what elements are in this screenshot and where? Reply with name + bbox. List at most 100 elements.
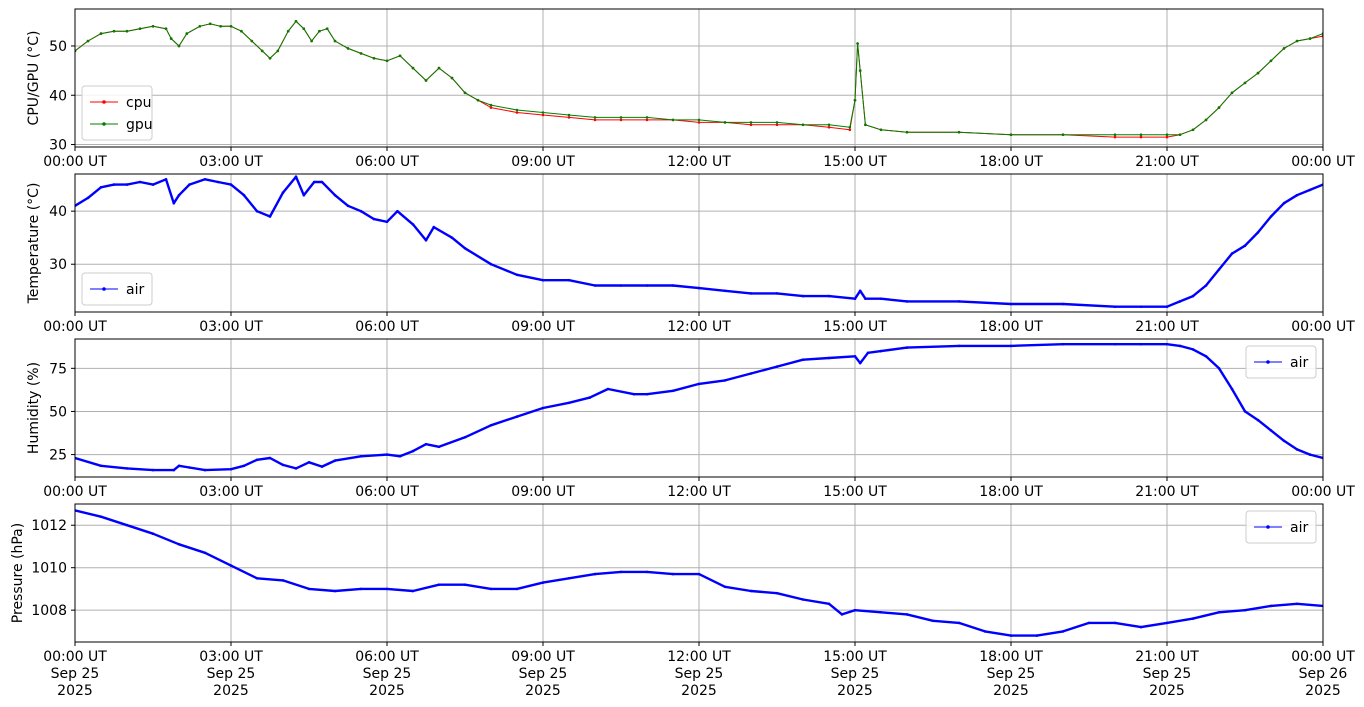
data-point-air [827,356,831,360]
data-point-gpu [619,116,623,119]
data-point-air [541,406,545,410]
data-point-air [1113,342,1117,346]
data-point-air [957,621,961,625]
data-point-air [307,461,311,464]
data-point-air [775,292,779,295]
x-tick-label: 00:00 UT [43,154,107,170]
data-point-gpu [515,108,519,112]
data-point-air [697,382,701,386]
x-tick-label: 03:00 UT [199,154,263,170]
chart-panel-1: 00:00 UT 03:00 UT 06:00 UT 09:00 UT 12:00 UT… [26,8,1355,170]
data-point-air [606,387,610,391]
x-tick-label: 03:00 UT [199,319,263,335]
data-point-air [151,468,155,472]
data-point-gpu [398,54,402,58]
legend-marker-air [1266,360,1270,364]
x-tick-label: 15:00 UT [823,154,887,170]
data-point-air [515,273,519,277]
x-tick-label: 03:00 UT Sep 25 2025 [199,649,263,699]
data-point-air [320,180,324,184]
data-point-air [1061,630,1065,633]
data-point-gpu [385,59,389,63]
data-point-air [437,583,441,586]
x-tick-label: 12:00 UT [667,154,731,170]
data-point-air [983,630,987,633]
data-point-air [398,455,402,458]
data-point-air [216,180,220,184]
data-point-gpu [276,49,280,53]
data-point-gpu [1165,133,1169,136]
data-point-air [229,467,233,471]
data-point-gpu [723,121,727,124]
data-point-air [463,436,467,439]
data-point-air [931,619,935,623]
data-point-gpu [567,113,571,117]
data-point-air [424,239,428,242]
data-point-air [242,193,246,197]
data-point-air [312,180,316,184]
data-point-gpu [325,27,329,31]
x-tick-label: 00:00 UT [43,319,107,335]
data-point-air [242,464,246,468]
data-point-cpu [1113,135,1117,139]
data-point-air [840,613,844,616]
data-point-air [1191,617,1195,620]
data-point-air [723,289,727,293]
data-point-cpu [593,118,597,122]
x-tick-label: 18:00 UT [979,154,1043,170]
data-point-air [346,204,350,208]
data-point-gpu [775,121,779,124]
x-tick-label: 21:00 UT [1135,154,1199,170]
data-point-air [853,608,857,612]
legend-label-air: air [126,282,144,298]
data-point-air [432,225,436,229]
data-point-gpu [424,79,428,82]
data-point-gpu [310,39,313,43]
data-point-air [268,215,272,218]
data-point-gpu [86,39,90,43]
data-point-air [567,577,571,580]
legend-label-air: air [1290,520,1308,536]
data-point-air [749,372,753,375]
data-point-gpu [229,25,233,28]
y-axis-label: Pressure (hPa) [10,523,26,623]
data-point-air [424,442,428,446]
data-point-air [86,196,90,200]
data-point-gpu [905,130,909,134]
data-point-gpu [185,32,189,35]
data-point-gpu [541,111,545,114]
data-point-air [645,284,649,287]
data-point-gpu [827,123,831,127]
data-point-gpu [333,39,337,43]
data-point-air [1009,344,1013,348]
x-tick-label: 09:00 UT [511,484,575,500]
data-point-air [905,300,909,303]
data-point-air [1230,387,1234,391]
data-point-air [541,581,545,584]
x-tick-label: 00:00 UT [1291,484,1355,500]
data-point-air [1087,621,1091,625]
data-point-cpu [1139,135,1143,139]
data-point-gpu [411,66,415,70]
data-point-air [99,186,103,189]
data-point-air [333,459,337,462]
y-axis-label: Humidity (%) [26,362,42,454]
x-tick-label: 21:00 UT [1135,484,1199,500]
legend-label-gpu: gpu [126,117,153,133]
x-tick-label: 18:00 UT Sep 25 2025 [979,649,1043,699]
data-point-gpu [671,118,675,122]
legend-marker-air [1266,525,1270,529]
legend-label-air: air [1290,355,1308,371]
data-point-air [164,178,168,181]
data-point-gpu [957,130,961,134]
data-point-air [1191,294,1195,298]
data-point-air [294,467,298,470]
legend: air [81,272,153,306]
chart-panel-2: 00:00 UT 03:00 UT 06:00 UT 09:00 UT 12:00 UT… [26,173,1355,335]
data-point-air [567,401,571,405]
x-tick-label: 03:00 UT [199,484,263,500]
data-point-air [1061,342,1065,346]
y-tick-label: 30 [49,257,67,273]
data-point-air [229,564,233,567]
data-point-air [515,415,519,418]
